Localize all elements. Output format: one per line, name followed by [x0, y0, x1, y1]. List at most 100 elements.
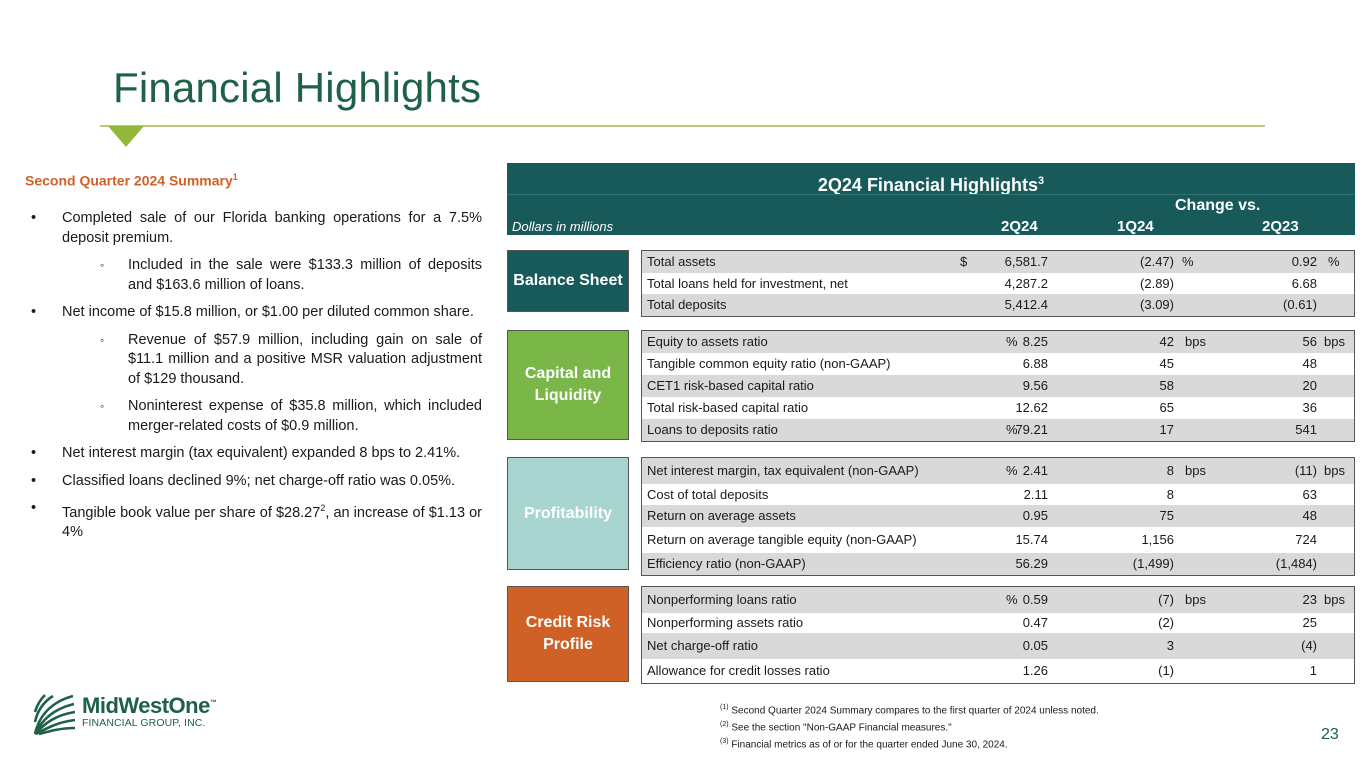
unit-2q24: % — [1006, 463, 1018, 478]
value-change-2q23: 0.92 — [1291, 254, 1317, 269]
value-change-2q23: (11) — [1294, 463, 1317, 478]
group-rows: Net interest margin, tax equivalent (non… — [641, 457, 1355, 576]
unit-change-2q23: % — [1328, 254, 1340, 269]
dimension-label: Dollars in millions — [512, 219, 614, 234]
footnote: (1) Second Quarter 2024 Summary compares… — [720, 704, 1099, 717]
value-change-1q24: (2) — [1158, 615, 1174, 630]
value-2q24: 6,581.7 — [1004, 254, 1048, 269]
value-2q24: 0.47 — [1022, 615, 1048, 630]
value-change-1q24: 1,156 — [1141, 532, 1174, 547]
table-row: Cost of total deposits 2.11 8 63 — [642, 484, 1354, 505]
value-change-2q23: 48 — [1302, 356, 1317, 371]
table-row: CET1 risk-based capital ratio 9.56 58 20 — [642, 375, 1354, 397]
row-label: CET1 risk-based capital ratio — [647, 378, 814, 393]
summary-bullet: • Tangible book value per share of $28.27… — [31, 500, 482, 541]
row-label: Cost of total deposits — [647, 487, 769, 502]
summary-bullet-list: • Completed sale of our Florida banking o… — [30, 209, 482, 551]
table-row: Return on average tangible equity (non-G… — [642, 527, 1354, 553]
group-label: Profitability — [507, 457, 629, 570]
row-label: Net charge-off ratio — [647, 638, 759, 653]
value-2q24: 0.59 — [1022, 592, 1048, 607]
row-label: Nonperforming loans ratio — [647, 592, 797, 607]
group-label: Capital and Liquidity — [507, 330, 629, 440]
table-row: Total loans held for investment, net 4,28… — [642, 273, 1354, 294]
summary-bullet: ◦ Included in the sale were $133.3 millio… — [100, 257, 482, 293]
group-rows: Nonperforming loans ratio 0.59% (7) bps 23 bp… — [641, 586, 1355, 684]
footnote: (2) See the section "Non-GAAP Financial … — [720, 720, 952, 734]
row-label: Total loans held for investment, net — [647, 276, 848, 291]
summary-bullet: • Completed sale of our Florida banking o… — [31, 210, 482, 246]
value-2q24: 0.95 — [1022, 508, 1048, 523]
value-change-2q23: 56 — [1302, 334, 1317, 349]
unit-2q24: % — [1006, 334, 1018, 349]
table-column-header: Dollars in millions Change vs. 2Q24 1Q24… — [507, 194, 1355, 235]
value-change-1q24: 17 — [1159, 422, 1174, 437]
value-change-2q23: 724 — [1295, 532, 1317, 547]
row-label: Return on average tangible equity (non-G… — [647, 532, 917, 547]
column-1q24: 1Q24 — [1117, 218, 1154, 235]
value-2q24: 1.26 — [1022, 663, 1048, 678]
row-label: Total deposits — [647, 297, 727, 312]
row-label: Loans to deposits ratio — [647, 422, 778, 437]
value-change-1q24: (1,499) — [1132, 556, 1174, 571]
value-change-1q24: 58 — [1159, 378, 1174, 393]
column-2q23: 2Q23 — [1262, 218, 1299, 235]
table-title: 2Q24 Financial Highlights3 — [507, 163, 1355, 195]
page-number: 23 — [1321, 726, 1339, 743]
column-2q24: 2Q24 — [1001, 218, 1038, 235]
logo-subtitle: FINANCIAL GROUP, INC. — [82, 717, 206, 729]
value-change-1q24: 42 — [1159, 334, 1174, 349]
unit-change-2q23: bps — [1324, 592, 1345, 607]
unit-2q24: % — [1006, 592, 1018, 607]
value-change-2q23: 541 — [1295, 422, 1317, 437]
value-change-2q23: 20 — [1302, 378, 1317, 393]
value-change-1q24: (1) — [1158, 663, 1174, 678]
table-row: Efficiency ratio (non-GAAP) 56.29 (1,499) (… — [642, 553, 1354, 575]
row-label: Net interest margin, tax equivalent (non… — [647, 463, 919, 478]
unit-change-2q23: bps — [1324, 334, 1345, 349]
row-label: Nonperforming assets ratio — [647, 615, 804, 630]
row-label: Efficiency ratio (non-GAAP) — [647, 556, 806, 571]
value-change-2q23: (0.61) — [1283, 297, 1317, 312]
change-vs-label: Change vs. — [1175, 197, 1261, 214]
value-change-2q23: 25 — [1302, 615, 1317, 630]
currency-prefix: $ — [960, 254, 968, 269]
value-change-2q23: 1 — [1309, 663, 1317, 678]
unit-change-1q24: bps — [1185, 592, 1206, 607]
table-row: Nonperforming assets ratio 0.47 (2) 25 — [642, 613, 1354, 633]
value-2q24: 4,287.2 — [1004, 276, 1048, 291]
table-row: Tangible common equity ratio (non-GAAP) 6… — [642, 353, 1354, 375]
group-rows: Equity to assets ratio 8.25% 42 bps 56 bps Tan… — [641, 330, 1355, 442]
table-row: Return on average assets 0.95 75 48 — [642, 505, 1354, 527]
value-change-1q24: 75 — [1159, 508, 1174, 523]
footnotes: (1) Second Quarter 2024 Summary compares… — [720, 701, 1099, 751]
unit-2q24: % — [1006, 422, 1018, 437]
title-divider — [100, 125, 1265, 127]
value-change-2q23: 63 — [1302, 487, 1317, 502]
value-2q24: 79.21 — [1015, 422, 1048, 437]
table-row: Equity to assets ratio 8.25% 42 bps 56 bps — [642, 331, 1354, 353]
unit-change-2q23: bps — [1324, 463, 1345, 478]
unit-change-1q24: bps — [1185, 334, 1206, 349]
value-change-1q24: 3 — [1166, 638, 1174, 653]
value-2q24: 2.41 — [1022, 463, 1048, 478]
row-label: Return on average assets — [647, 508, 796, 523]
value-change-2q23: (4) — [1301, 638, 1317, 653]
value-change-2q23: 23 — [1302, 592, 1317, 607]
group-label: Credit Risk Profile — [507, 586, 629, 682]
row-label: Equity to assets ratio — [647, 334, 768, 349]
table-row: Allowance for credit losses ratio 1.26 (1)… — [642, 659, 1354, 683]
summary-bullet: • Net interest margin (tax equivalent) ex… — [31, 445, 461, 461]
table-row: Total risk-based capital ratio 12.62 65 36 — [642, 397, 1354, 419]
summary-heading: Second Quarter 2024 Summary1 — [25, 172, 238, 189]
title-triangle-marker — [108, 126, 144, 147]
value-change-2q23: 6.68 — [1291, 276, 1317, 291]
midwestone-logo-icon — [33, 694, 76, 736]
value-change-1q24: 8 — [1166, 487, 1174, 502]
value-change-1q24: (7) — [1158, 592, 1174, 607]
row-label: Tangible common equity ratio (non-GAAP) — [647, 356, 891, 371]
table-row: Total deposits 5,412.4 (3.09) (0.61) — [642, 294, 1354, 316]
summary-bullet: • Classified loans declined 9%; net charg… — [31, 472, 456, 489]
value-change-1q24: 45 — [1159, 356, 1174, 371]
table-row: Loans to deposits ratio 79.21% 17 541 — [642, 419, 1354, 441]
